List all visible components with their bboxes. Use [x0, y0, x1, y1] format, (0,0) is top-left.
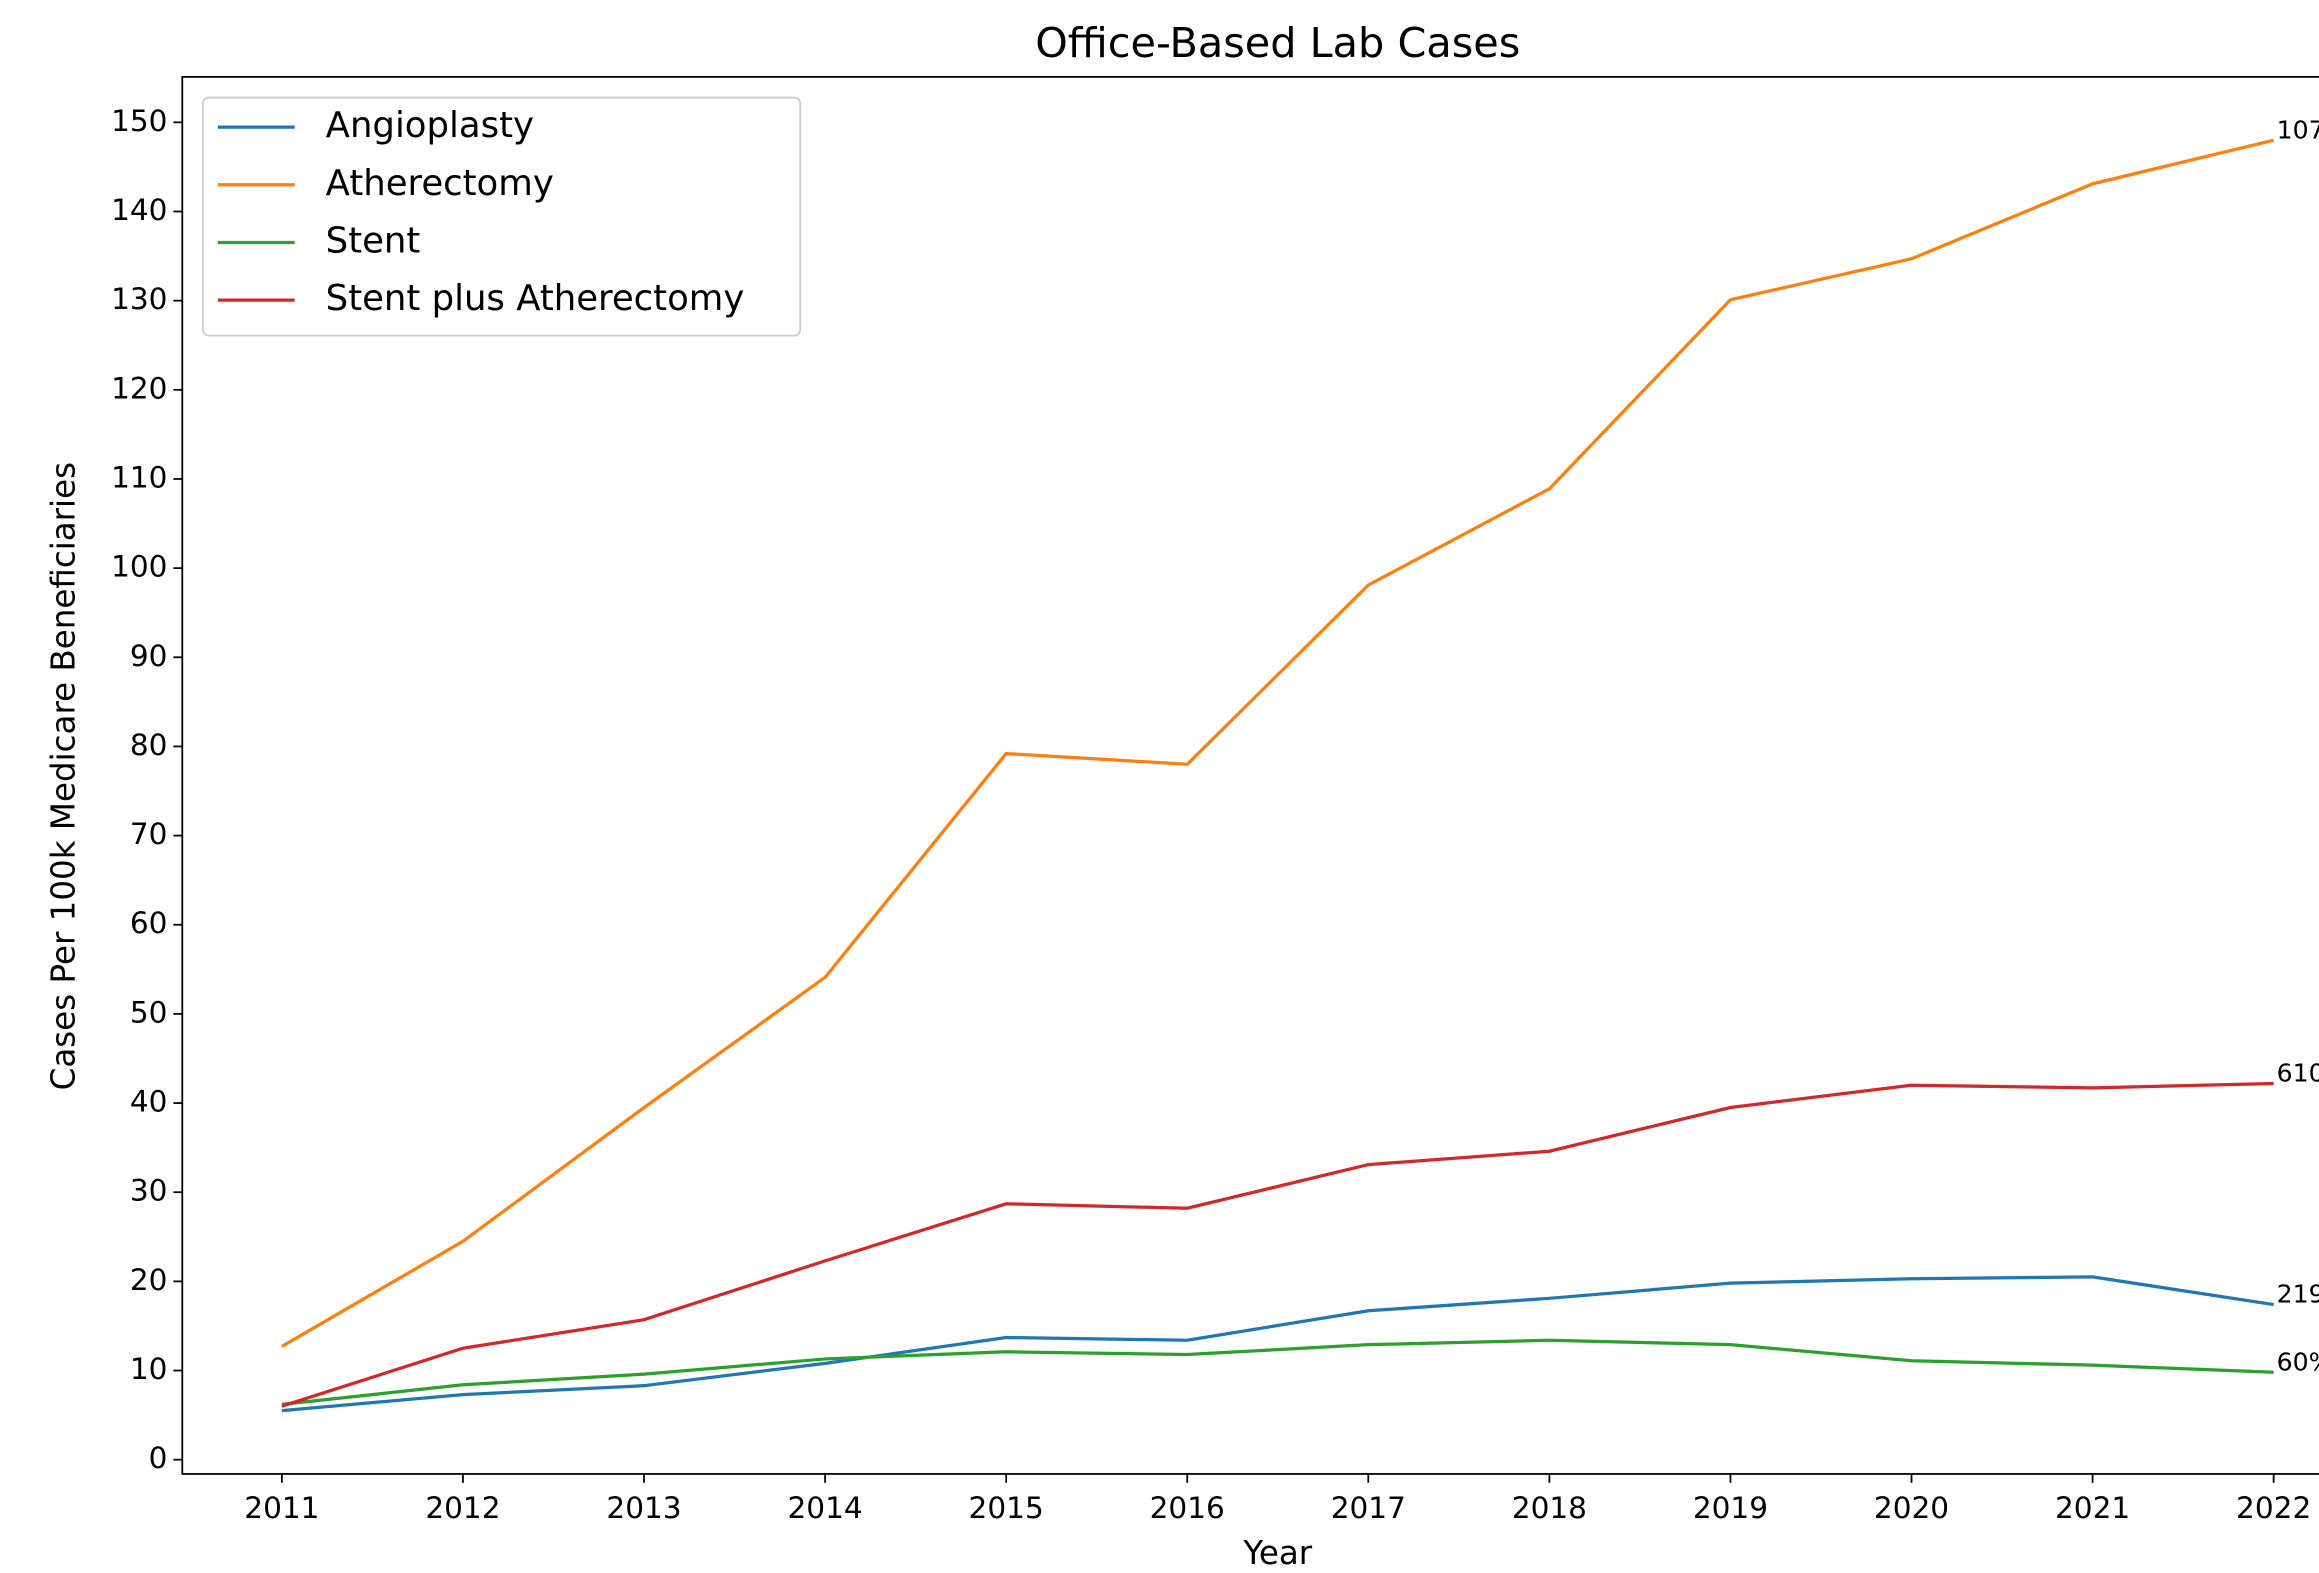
y-tick-label: 20: [130, 1263, 168, 1297]
y-tick-label: 100: [111, 550, 167, 584]
x-tick-label: 2012: [425, 1491, 500, 1525]
y-tick-label: 40: [130, 1085, 168, 1119]
y-tick-label: 130: [111, 282, 167, 316]
y-tick-label: 120: [111, 371, 167, 405]
legend-box: [202, 96, 802, 337]
y-tick-label: 70: [130, 817, 168, 851]
x-tick-label: 2014: [787, 1491, 862, 1525]
x-axis-label: Year: [1242, 1534, 1312, 1572]
legend-label: Angioplasty: [326, 105, 534, 146]
y-tick-label: 30: [130, 1174, 168, 1208]
y-tick-label: 150: [111, 104, 167, 138]
annotation: 610: [2277, 1059, 2319, 1088]
line-series: [281, 1338, 2274, 1407]
annotation: 60%: [2277, 1347, 2319, 1376]
x-tick-label: 2020: [1874, 1491, 1949, 1525]
x-tick-label: 2011: [244, 1491, 319, 1525]
y-tick-label: 90: [130, 639, 168, 673]
y-tick-label: 0: [149, 1441, 168, 1475]
line-series: [281, 1081, 2274, 1408]
y-tick-label: 140: [111, 193, 167, 227]
x-tick-label: 2016: [1150, 1491, 1225, 1525]
plot-frame: [181, 75, 2319, 1475]
line-series: [281, 138, 2275, 1348]
x-tick-label: 2015: [969, 1491, 1044, 1525]
y-tick-label: 50: [130, 995, 168, 1029]
legend-label: Atherectomy: [326, 163, 554, 204]
line-series: [281, 1275, 2274, 1413]
y-tick-label: 60: [130, 906, 168, 940]
y-tick-label: 10: [130, 1352, 168, 1386]
legend: Angioplasty Atherectomy Stent Stent plus At…: [202, 96, 802, 337]
x-tick-label: 2013: [606, 1491, 681, 1525]
legend-label: Stent: [326, 220, 421, 261]
annotation: 219: [2277, 1280, 2319, 1309]
x-tick-label: 2019: [1693, 1491, 1768, 1525]
x-tick-label: 2017: [1331, 1491, 1406, 1525]
y-tick-label: 80: [130, 728, 168, 762]
x-tick-label: 2018: [1512, 1491, 1587, 1525]
y-axis-label: Cases Per 100k Medicare Beneficiaries: [44, 462, 82, 1090]
legend-label: Stent plus Atherectomy: [326, 278, 745, 319]
x-tick-label: 2021: [2055, 1491, 2130, 1525]
annotation: 107: [2277, 115, 2319, 144]
x-tick-label: 2022: [2236, 1491, 2311, 1525]
chart-title: Office-Based Lab Cases: [1035, 19, 1520, 67]
y-tick-label: 110: [111, 460, 167, 494]
